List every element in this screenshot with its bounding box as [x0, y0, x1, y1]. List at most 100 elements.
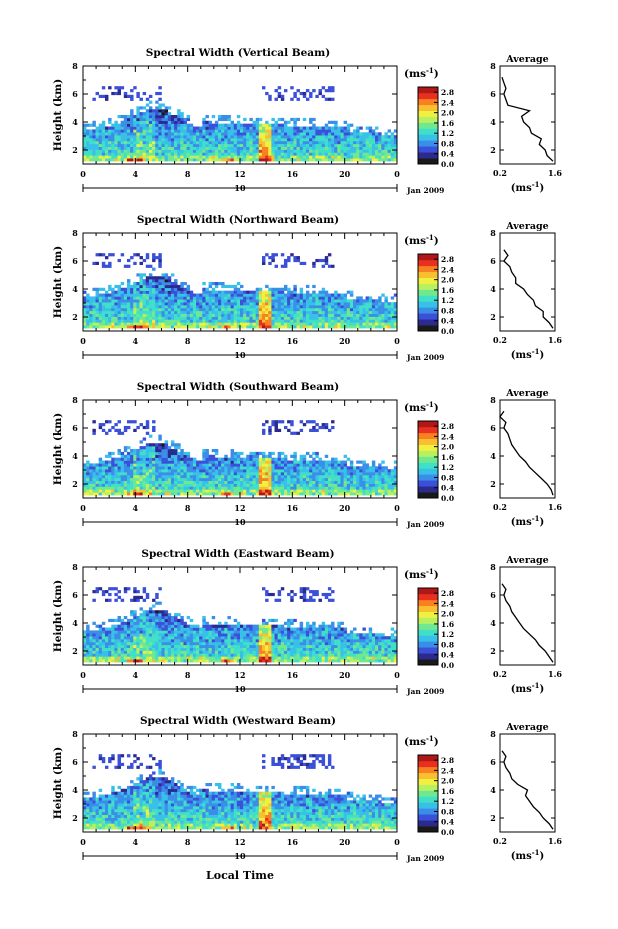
panel-2: Spectral Width (Northward Beam)2468Heigh… — [52, 214, 562, 362]
heatmap-cell — [365, 316, 370, 320]
heatmap-cell — [117, 644, 121, 648]
heatmap-cell — [145, 129, 150, 133]
heatmap-cell — [101, 94, 106, 98]
heatmap-cell — [208, 322, 213, 326]
heatmap-cell — [378, 316, 382, 320]
heatmap-cell — [170, 440, 175, 444]
heatmap-cell — [199, 129, 203, 133]
heatmap-cell — [312, 486, 316, 490]
heatmap-cell — [283, 155, 288, 159]
heatmap-cell — [108, 305, 112, 309]
heatmap-cell — [170, 149, 175, 153]
heatmap-cell — [371, 129, 376, 133]
heatmap-cell — [302, 305, 307, 309]
heatmap-cell — [365, 310, 370, 314]
heatmap-cell — [120, 316, 125, 320]
heatmap-cell — [117, 140, 121, 145]
heatmap-cell — [145, 132, 150, 136]
heatmap-cell — [145, 319, 150, 323]
heatmap-cell — [189, 313, 194, 317]
heatmap-cell — [290, 474, 294, 479]
heatmap-cell — [393, 480, 398, 484]
heatmap-cell — [331, 483, 335, 487]
heatmap-cell — [299, 466, 304, 470]
heatmap-cell — [186, 451, 191, 456]
heatmap-cell — [158, 486, 162, 490]
heatmap-cell — [324, 132, 329, 136]
heatmap-cell — [258, 135, 263, 139]
heatmap-cell — [321, 483, 326, 487]
heatmap-cell — [258, 489, 263, 493]
heatmap-cell — [349, 325, 354, 329]
heatmap-cell — [111, 325, 115, 329]
heatmap-cell — [318, 138, 322, 142]
heatmap-cell — [362, 474, 366, 479]
heatmap-cell — [287, 158, 291, 162]
heatmap-cell — [362, 310, 366, 314]
heatmap-cell — [224, 293, 228, 297]
heatmap-cell — [199, 152, 203, 156]
heatmap-cell — [186, 477, 191, 481]
heatmap-cell — [211, 457, 216, 461]
heatmap-cell — [174, 138, 178, 142]
heatmap-cell — [117, 91, 121, 96]
heatmap-cell — [183, 126, 187, 130]
panel-1: Spectral Width (Vertical Beam)2468Height… — [52, 47, 562, 195]
heatmap-cell — [202, 454, 206, 458]
heatmap-cell — [92, 598, 96, 602]
date-day-label: 10 — [234, 350, 246, 360]
heatmap-cell — [230, 307, 235, 312]
heatmap-cell — [158, 472, 162, 476]
heatmap-cell — [346, 132, 351, 136]
heatmap-cell — [95, 474, 99, 479]
heatmap-cell — [170, 158, 175, 162]
heatmap-cell — [189, 457, 194, 461]
heatmap-cell — [305, 305, 310, 309]
heatmap-cell — [101, 656, 106, 660]
heatmap-cell — [309, 420, 313, 424]
heatmap-cell — [92, 647, 96, 651]
heatmap-cell — [258, 460, 263, 464]
heatmap-cell — [293, 305, 297, 309]
heatmap-cell — [158, 120, 162, 124]
heatmap-cell — [381, 146, 385, 150]
heatmap-cell — [111, 618, 115, 623]
heatmap-cell — [246, 474, 250, 479]
heatmap-cell — [221, 293, 225, 297]
heatmap-cell — [233, 472, 238, 476]
heatmap-cell — [136, 282, 140, 286]
heatmap-cell — [95, 483, 99, 487]
heatmap-cell — [114, 86, 118, 90]
heatmap-cell — [164, 132, 169, 136]
heatmap-cell — [340, 319, 344, 323]
heatmap-cell — [123, 138, 128, 142]
heatmap-cell — [111, 659, 115, 663]
heatmap-cell — [202, 117, 206, 122]
y-tick-label: 4 — [72, 451, 78, 461]
heatmap-cell — [359, 302, 363, 306]
heatmap-cell — [123, 641, 128, 646]
heatmap-cell — [117, 590, 121, 594]
heatmap-cell — [101, 322, 106, 326]
heatmap-cell — [126, 155, 131, 159]
heatmap-cell — [205, 457, 209, 461]
heatmap-cell — [104, 129, 109, 133]
heatmap-cell — [356, 325, 360, 329]
heatmap-cell — [161, 322, 165, 326]
heatmap-cell — [89, 149, 93, 153]
heatmap-cell — [337, 310, 341, 314]
heatmap-cell — [136, 152, 140, 156]
heatmap-cell — [261, 126, 266, 130]
heatmap-cell — [139, 129, 143, 133]
heatmap-cell — [252, 305, 256, 309]
heatmap-cell — [258, 316, 263, 320]
heatmap-cell — [123, 486, 128, 490]
heatmap-cell — [387, 146, 392, 150]
heatmap-cell — [236, 472, 241, 476]
heatmap-cell — [255, 316, 260, 320]
heatmap-cell — [337, 472, 341, 476]
x-tick-label: 4 — [133, 503, 139, 513]
heatmap-cell — [384, 152, 388, 156]
heatmap-cell — [95, 299, 99, 303]
heatmap-cell — [359, 135, 363, 139]
